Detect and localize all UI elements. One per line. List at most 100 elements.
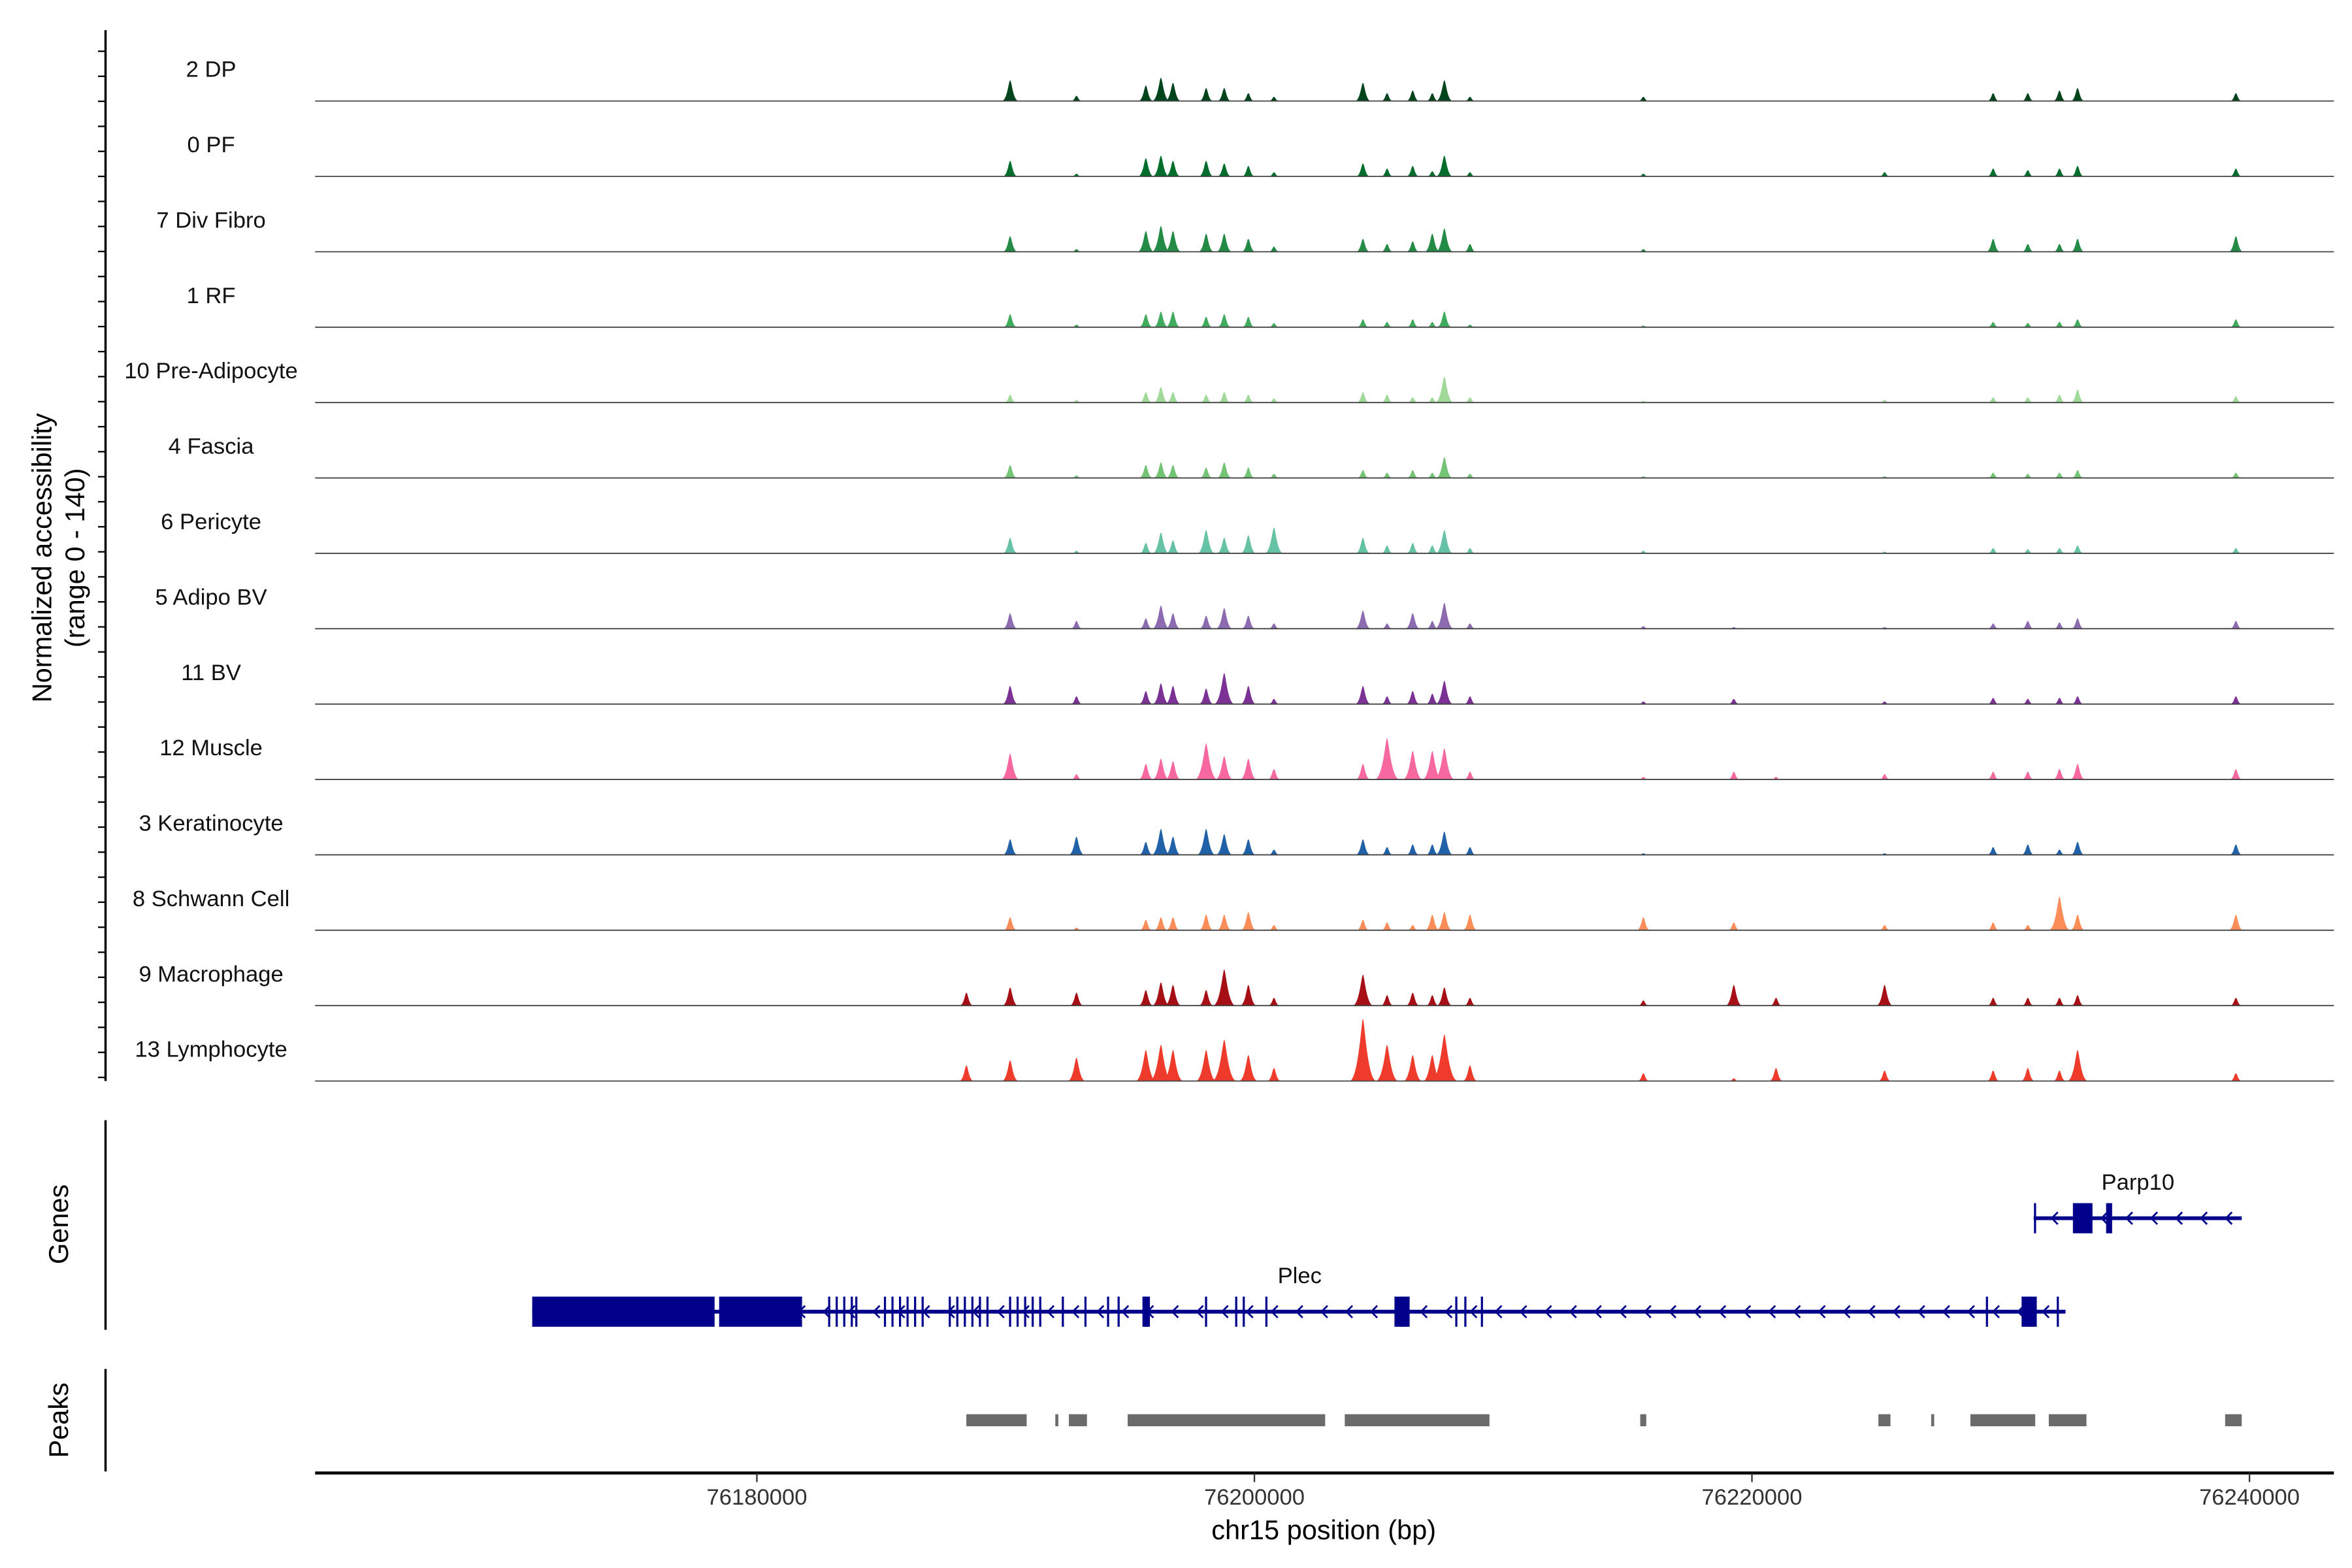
coverage-peak: [1215, 834, 1233, 855]
strand-arrow-icon: [2174, 1211, 2183, 1225]
gene-exon: [964, 1296, 966, 1327]
coverage-peak: [2230, 1073, 2242, 1081]
coverage-peak: [1003, 465, 1017, 478]
coverage-peak: [1463, 847, 1477, 855]
genes-panel-label: Genes: [43, 1184, 74, 1264]
coverage-peak: [2070, 995, 2084, 1006]
gene-exon: [891, 1296, 894, 1327]
strand-arrow-icon: [947, 1305, 955, 1318]
coverage-peak: [1196, 828, 1216, 855]
coverage-peak: [2228, 236, 2244, 252]
y-axis: Normalized accessibility (range 0 - 140): [26, 30, 107, 1081]
coverage-peak: [1135, 1050, 1156, 1081]
coverage-peak: [1987, 472, 1999, 478]
coverage-peak: [1636, 917, 1651, 930]
track-label: 12 Muscle: [159, 736, 263, 760]
coverage-peak: [1406, 90, 1420, 101]
strand-arrow-icon: [1220, 1305, 1229, 1318]
coverage-peak: [1638, 550, 1649, 553]
strand-arrow-icon: [1369, 1305, 1379, 1318]
coverage-peak: [1422, 1055, 1442, 1081]
x-tick-label: 76240000: [2199, 1485, 2300, 1510]
coverage-peak: [1464, 97, 1476, 101]
coverage-peak: [2021, 244, 2034, 252]
coverage-peak: [1240, 912, 1257, 930]
coverage-peak: [1241, 238, 1256, 252]
coverage-peak: [1356, 392, 1370, 403]
coverage-peak: [1380, 995, 1394, 1006]
coverage-peak: [1426, 321, 1438, 327]
coverage-peak: [1137, 158, 1154, 176]
coverage-peak: [1152, 78, 1170, 101]
strand-arrow-icon: [1320, 1305, 1328, 1318]
coverage-peak: [1239, 985, 1257, 1006]
coverage-peak: [1435, 530, 1454, 553]
coverage-peak: [1153, 387, 1169, 403]
coverage-peak: [1987, 321, 1999, 327]
coverage-peak: [1165, 613, 1181, 629]
coverage-peak: [1200, 395, 1213, 403]
coverage-peak: [1002, 236, 1018, 252]
coverage-peak: [959, 992, 974, 1006]
coverage-peak: [2021, 1068, 2035, 1081]
gene-block: [719, 1296, 802, 1327]
gene-block: [2106, 1203, 2112, 1233]
coverage-peak: [1435, 457, 1453, 478]
coverage-peak: [1406, 241, 1420, 252]
coverage-peak: [2230, 396, 2242, 403]
coverage-peak: [1241, 615, 1256, 629]
track-13-lymphocyte: 13 Lymphocyte: [135, 1019, 2334, 1082]
coverage-peak: [1987, 698, 1999, 704]
coverage-peak: [2230, 696, 2242, 704]
coverage-peak: [1071, 174, 1082, 176]
coverage-peak: [1355, 839, 1371, 855]
gene-exon: [1205, 1296, 1207, 1327]
coverage-peak: [1430, 1034, 1458, 1081]
coverage-peak: [1356, 238, 1370, 252]
coverage-peak: [1426, 693, 1439, 704]
coverage-peak: [1380, 395, 1394, 403]
coverage-peak: [1433, 748, 1455, 780]
coverage-peak: [2053, 548, 2065, 553]
gene-exon: [2034, 1203, 2036, 1233]
coverage-peak: [1375, 1045, 1399, 1081]
strand-arrow-icon: [1569, 1305, 1577, 1318]
coverage-peak: [1729, 1078, 1739, 1081]
coverage-peak: [1165, 836, 1181, 855]
strand-arrow-icon: [2225, 1211, 2233, 1225]
strand-arrow-icon: [1171, 1305, 1179, 1318]
coverage-peak: [1137, 231, 1154, 252]
track-label: 1 RF: [187, 284, 236, 308]
coverage-peak: [1879, 172, 1890, 176]
coverage-peak: [2070, 764, 2085, 780]
coverage-peak: [1380, 244, 1394, 252]
coverage-peak: [1268, 323, 1280, 327]
coverage-peak: [1435, 228, 1454, 252]
coverage-peak: [1268, 849, 1280, 855]
gene-exon: [971, 1296, 973, 1327]
coverage-peak: [1138, 85, 1154, 101]
strand-arrow-icon: [2125, 1211, 2133, 1225]
coverage-peak: [2053, 472, 2065, 478]
coverage-peak: [2053, 622, 2066, 629]
coverage-peak: [1241, 839, 1256, 855]
coverage-peak: [1380, 169, 1394, 176]
coverage-peak: [1267, 998, 1281, 1006]
coverage-peak: [2022, 549, 2033, 553]
coverage-peak: [1380, 922, 1394, 930]
strand-arrow-icon: [1768, 1305, 1776, 1318]
coverage-peak: [1987, 93, 1999, 101]
coverage-peak: [1211, 1039, 1237, 1081]
strand-arrow-icon: [996, 1305, 1005, 1318]
gene-exon: [1062, 1296, 1064, 1327]
coverage-peak: [1355, 538, 1371, 553]
gene-exon: [851, 1296, 853, 1327]
coverage-peak: [1264, 527, 1284, 553]
coverage-peak: [1267, 1068, 1281, 1081]
track-label: 4 Fascia: [169, 434, 255, 459]
coverage-peak: [1464, 623, 1476, 629]
coverage-peak: [1268, 172, 1280, 176]
coverage-peak: [2053, 321, 2065, 327]
gene-exon: [906, 1296, 909, 1327]
peaks-panel: Peaks: [43, 1369, 2242, 1472]
